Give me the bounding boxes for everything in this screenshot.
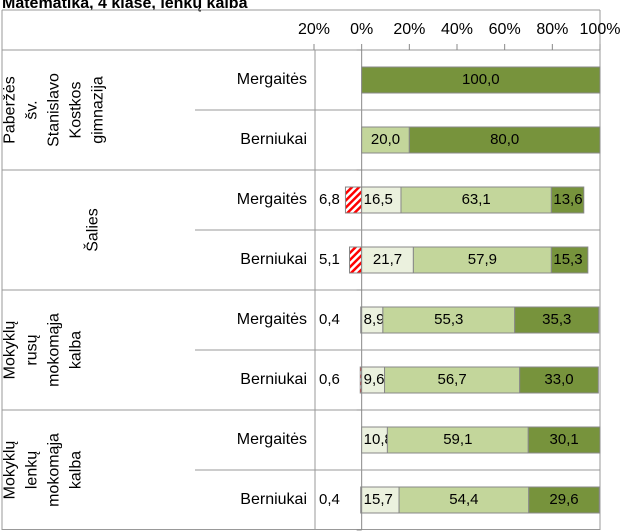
- bar-segment: [398, 486, 530, 514]
- value-label: 0,6: [319, 371, 340, 388]
- value-label: 55,3: [434, 311, 463, 328]
- value-label: 9,6: [364, 371, 385, 388]
- bar-segment: [349, 246, 363, 274]
- x-tick-label: 100%: [580, 21, 621, 38]
- group-label: Mokyklų: [2, 441, 19, 500]
- group-label: lenkų: [24, 451, 41, 489]
- bar-segment: [519, 366, 599, 394]
- bar-segment: [527, 426, 601, 454]
- bar-segment: [361, 426, 388, 454]
- group-label: mokomąja: [46, 433, 63, 507]
- x-tick-label: 80%: [536, 21, 568, 38]
- bar-segment: [344, 186, 363, 214]
- bar-segment: [412, 246, 552, 274]
- bar-segment: [550, 246, 589, 274]
- value-label: 15,3: [553, 251, 582, 268]
- group-label: kalba: [68, 331, 85, 369]
- category-label: Berniukai: [240, 491, 307, 508]
- value-label: 54,4: [449, 491, 478, 508]
- value-label: 100,0: [462, 71, 500, 88]
- value-label: 63,1: [462, 191, 491, 208]
- group-label: gimnazija: [90, 76, 107, 144]
- bar-segment: [361, 186, 402, 214]
- value-label: 57,9: [468, 251, 497, 268]
- value-label: 35,3: [542, 311, 571, 328]
- category-label: Mergaitės: [237, 191, 307, 208]
- value-label: 15,7: [364, 491, 393, 508]
- category-label: Mergaitės: [237, 431, 307, 448]
- bar-segment: [384, 366, 521, 394]
- group-label: šv.: [24, 100, 41, 119]
- group-label: mokomąja: [46, 313, 63, 387]
- value-label: 29,6: [549, 491, 578, 508]
- value-label: 0,4: [319, 491, 340, 508]
- value-label: 33,0: [544, 371, 573, 388]
- value-label: 5,1: [319, 251, 340, 268]
- x-tick-label: 60%: [489, 21, 521, 38]
- chart-title: Matematika, 4 klasė, lenkų kalba: [2, 0, 248, 12]
- category-label: Mergaitės: [237, 71, 307, 88]
- x-tick-label: 40%: [441, 21, 473, 38]
- bar-segment: [514, 306, 600, 334]
- value-label: 0,4: [319, 311, 340, 328]
- value-label: 30,1: [550, 431, 579, 448]
- category-label: Mergaitės: [237, 311, 307, 328]
- x-tick-label: 20%: [298, 21, 330, 38]
- x-tick-label: 20%: [393, 21, 425, 38]
- value-label: 8,9: [364, 311, 385, 328]
- bar-segment: [408, 126, 601, 154]
- bar-segment: [361, 246, 414, 274]
- value-label: 6,8: [319, 191, 340, 208]
- value-label: 56,7: [438, 371, 467, 388]
- bar-segment: [386, 426, 529, 454]
- group-label: rusų: [24, 334, 41, 365]
- value-label: 80,0: [490, 131, 519, 148]
- group-label: Mokyklų: [2, 321, 19, 380]
- bar-segment: [528, 486, 600, 514]
- value-label: 16,5: [364, 191, 393, 208]
- bar-segment: [361, 486, 400, 514]
- category-label: Berniukai: [240, 131, 307, 148]
- category-label: Berniukai: [240, 371, 307, 388]
- value-label: 13,6: [553, 191, 582, 208]
- category-label: Berniukai: [240, 251, 307, 268]
- group-label: Stanislavo: [46, 73, 63, 147]
- value-label: 10,8: [364, 431, 393, 448]
- value-label: 59,1: [443, 431, 472, 448]
- group-label: Kostkos: [68, 82, 85, 139]
- group-label: Paberžės: [2, 76, 19, 144]
- bar-segment: [550, 186, 585, 214]
- bar-segment: [361, 66, 601, 94]
- value-label: 20,0: [371, 131, 400, 148]
- value-label: 21,7: [373, 251, 402, 268]
- group-label: Šalies: [83, 208, 102, 252]
- x-tick-label: 0%: [350, 21, 373, 38]
- group-label: kalba: [68, 451, 85, 489]
